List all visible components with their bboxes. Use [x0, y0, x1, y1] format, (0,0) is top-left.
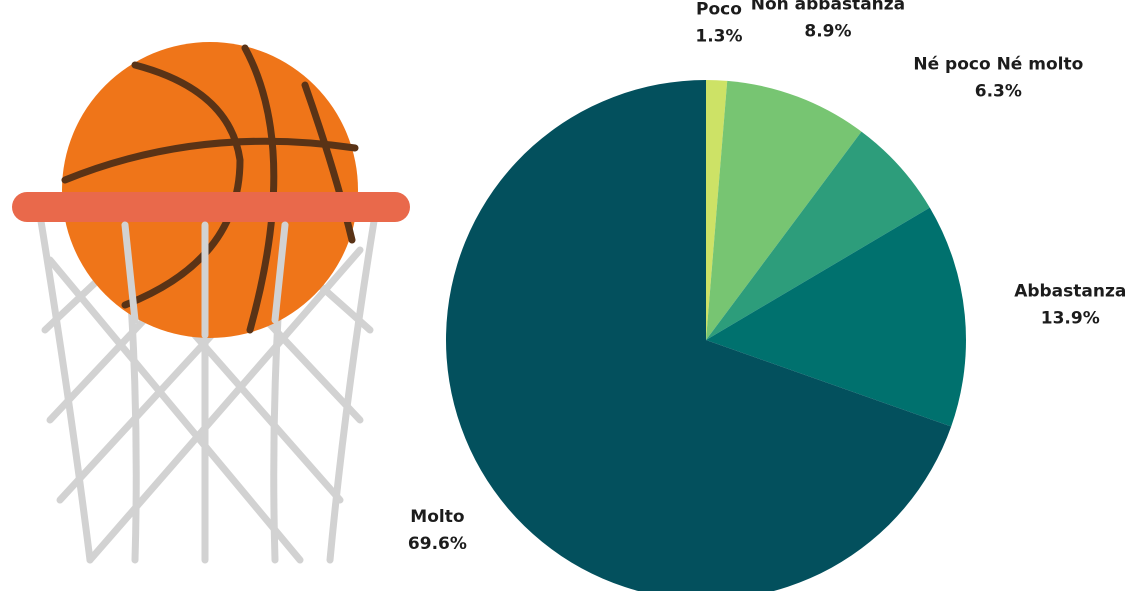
pie-slice	[706, 80, 862, 341]
slice-value: 69.6%	[408, 534, 467, 554]
slice-label: Poco	[696, 0, 742, 19]
slice-label: Molto	[410, 507, 464, 527]
slice-label: Né poco Né molto	[913, 54, 1083, 74]
pie-slice	[706, 131, 930, 340]
pie-slice	[706, 207, 966, 427]
slice-value: 1.3%	[695, 26, 742, 46]
pie-slice	[706, 80, 728, 340]
pie-slice	[446, 80, 952, 591]
slice-value: 8.9%	[804, 21, 851, 41]
slice-value: 6.3%	[975, 81, 1022, 101]
pie	[446, 80, 966, 591]
slice-value: 13.9%	[1041, 308, 1100, 328]
slice-label: Abbastanza	[1014, 281, 1126, 301]
slice-label: Non abbastanza	[751, 0, 905, 14]
basketball-illustration	[12, 42, 410, 564]
